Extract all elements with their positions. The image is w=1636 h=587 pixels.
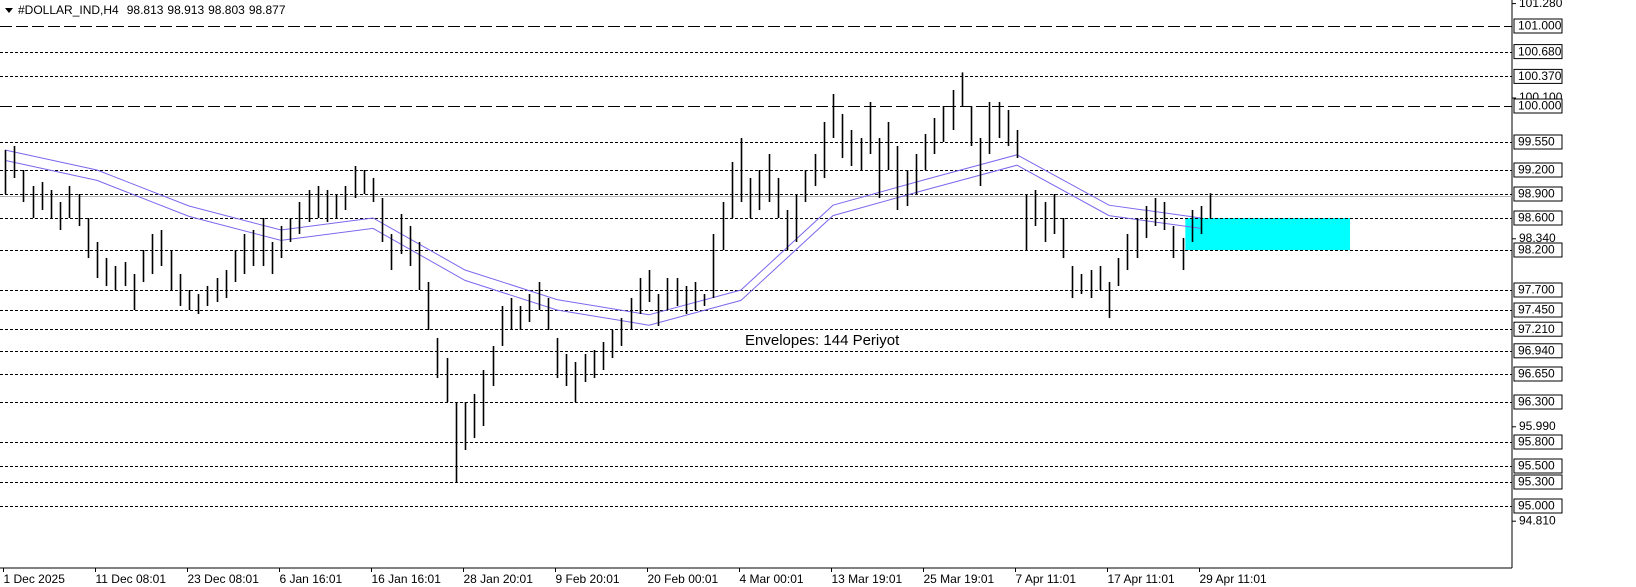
x-tick-label: 23 Dec 08:01	[188, 572, 260, 586]
level-label: 95.300	[1518, 475, 1555, 489]
level-label: 100.370	[1518, 69, 1562, 83]
level-label: 95.000	[1518, 499, 1555, 513]
level-label: 95.500	[1518, 459, 1555, 473]
menu-arrow[interactable]	[5, 8, 13, 13]
level-label-box	[1513, 394, 1563, 410]
level-label-box	[1513, 134, 1563, 150]
quote-close: 98.877	[249, 3, 286, 17]
level-label: 99.550	[1518, 135, 1555, 149]
x-tick-label: 16 Jan 16:01	[372, 572, 442, 586]
x-tick-label: 17 Apr 11:01	[1108, 572, 1175, 586]
x-tick-label: 11 Dec 08:01	[96, 572, 167, 586]
x-tick-label: 1 Dec 2025	[4, 572, 66, 586]
level-label: 96.940	[1518, 343, 1555, 357]
level-label-box	[1513, 458, 1563, 474]
y-tick-label: 95.990	[1519, 419, 1556, 433]
level-label: 95.800	[1518, 435, 1555, 449]
level-label-box	[1513, 210, 1563, 226]
x-tick-label: 28 Jan 20:01	[464, 572, 534, 586]
annotation: Envelopes: 144 Periyot	[745, 332, 900, 349]
level-label-box	[1513, 44, 1563, 60]
level-label: 101.000	[1518, 19, 1562, 33]
level-label: 97.700	[1518, 283, 1555, 297]
envelope-line	[4, 149, 1202, 316]
level-label: 98.900	[1518, 187, 1555, 201]
level-label-box	[1513, 498, 1563, 514]
quote-open: 98.813	[127, 3, 164, 17]
level-label-box	[1513, 186, 1563, 202]
level-label: 97.210	[1518, 322, 1555, 336]
symbol: #DOLLAR_IND,H4	[18, 3, 119, 17]
x-tick-label: 20 Feb 00:01	[648, 572, 719, 586]
level-label: 100.000	[1518, 99, 1562, 113]
envelope-line	[4, 159, 1202, 326]
level-label: 98.600	[1518, 211, 1555, 225]
x-tick-label: 13 Mar 19:01	[832, 572, 903, 586]
level-label: 99.200	[1518, 163, 1555, 177]
level-label: 100.680	[1518, 44, 1562, 58]
y-tick-label: 94.810	[1519, 513, 1556, 527]
level-label: 98.200	[1518, 243, 1555, 257]
x-tick-label: 6 Jan 16:01	[280, 572, 343, 586]
y-tick-label: 101.280	[1519, 0, 1563, 10]
level-label: 96.300	[1518, 395, 1555, 409]
level-label-box	[1513, 366, 1563, 382]
x-tick-label: 25 Mar 19:01	[924, 572, 995, 586]
level-label-box	[1513, 282, 1563, 298]
level-label-box	[1513, 302, 1563, 318]
x-tick-label: 9 Feb 20:01	[556, 572, 620, 586]
level-label-box	[1513, 434, 1563, 450]
level-label-box	[1513, 98, 1563, 114]
level-label-box	[1513, 18, 1563, 34]
x-tick-label: 29 Apr 11:01	[1200, 572, 1267, 586]
level-label-box	[1513, 343, 1563, 359]
level-label-box	[1513, 242, 1563, 258]
level-label-box	[1513, 68, 1563, 84]
x-tick-label: 7 Apr 11:01	[1016, 572, 1077, 586]
level-label-box	[1513, 162, 1563, 178]
level-label-box	[1513, 474, 1563, 490]
quote-high: 98.913	[167, 3, 204, 17]
quote-low: 98.803	[208, 3, 245, 17]
zone	[1185, 218, 1351, 250]
x-tick-label: 4 Mar 00:01	[740, 572, 804, 586]
level-label: 96.650	[1518, 367, 1555, 381]
y-tick-label: 98.340	[1519, 231, 1556, 245]
chart-title: #DOLLAR_IND,H4 98.813 98.913 98.803 98.877	[18, 3, 286, 17]
level-label-box	[1513, 321, 1563, 337]
level-label: 97.450	[1518, 303, 1555, 317]
